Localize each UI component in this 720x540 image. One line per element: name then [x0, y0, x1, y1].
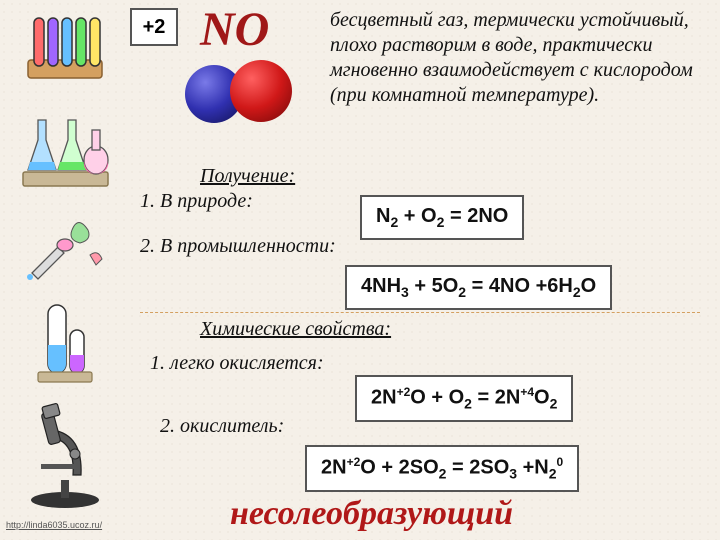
equation-4: 2N+2O + 2SO2 = 2SO3 +N20 — [305, 445, 579, 492]
flasks-icon — [18, 100, 113, 190]
oxidation-value: +2 — [143, 16, 166, 39]
sidebar-illustrations — [0, 0, 130, 540]
equation-2: 4NH3 + 5O2 = 4NO +6H2O — [345, 265, 612, 310]
test-tubes-icon — [20, 10, 110, 85]
equation-1: N2 + O2 = 2NO — [360, 195, 524, 240]
dropper-icon — [20, 205, 110, 285]
molecule-diagram — [185, 60, 295, 130]
tube-single-icon — [30, 300, 100, 385]
microscope-icon — [23, 400, 108, 510]
source-url: http://linda6035.ucoz.ru/ — [6, 520, 102, 530]
oxidizer-label: 2. окислитель: — [160, 415, 284, 438]
description-text: бесцветный газ, термически устойчивый, п… — [330, 8, 700, 108]
oxygen-atom — [230, 60, 292, 122]
chem-properties-heading: Химические свойства: — [200, 318, 391, 341]
oxidizes-easily-label: 1. легко окисляется: — [150, 352, 324, 375]
main-content: +2 NO бесцветный газ, термически устойчи… — [130, 0, 720, 540]
divider-line — [140, 312, 700, 313]
compound-formula: NO — [200, 2, 269, 57]
in-nature-label: 1. В природе: — [140, 190, 253, 213]
obtaining-heading: Получение: — [200, 165, 295, 188]
in-industry-label: 2. В промышленности: — [140, 235, 336, 258]
classification-text: несолеобразующий — [230, 495, 513, 533]
equation-3: 2N+2O + O2 = 2N+4O2 — [355, 375, 573, 422]
oxidation-state-box: +2 — [130, 8, 178, 46]
